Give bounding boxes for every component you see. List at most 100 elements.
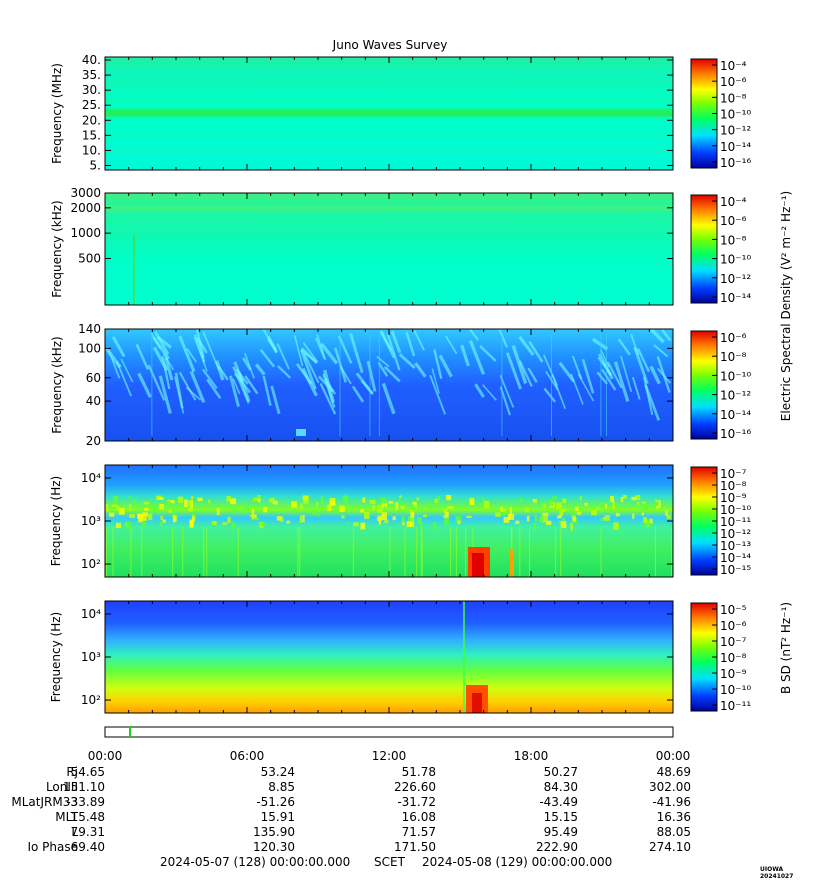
time-tick-label: 00:00 [656, 749, 691, 763]
y-tick-label: 3000 [70, 186, 101, 200]
colorbar-1: 10⁻⁴ 10⁻⁶ 10⁻⁸ 10⁻¹⁰ 10⁻¹² 10⁻¹⁴ 10⁻¹⁶ [690, 58, 751, 170]
magnetic-colorbar-title: B SD (nT² Hz⁻¹) [779, 602, 793, 694]
colorbar-tick-label: 10⁻¹³ [720, 539, 751, 553]
version-stamp: UIOWA 20241027 [760, 866, 794, 880]
ephemeris-value: 84.30 [544, 780, 578, 794]
ephemeris-value: 53.24 [261, 765, 295, 779]
colorbar-3: 10⁻⁶ 10⁻⁸ 10⁻¹⁰ 10⁻¹² 10⁻¹⁴ 10⁻¹⁶ [690, 330, 751, 441]
ephemeris-value: 51.78 [402, 765, 436, 779]
colorbar-tick-label: 10⁻⁶ [720, 619, 747, 633]
y-tick-label: 60 [86, 371, 101, 385]
y-tick-label: 10³ [81, 514, 101, 528]
spectrogram-panels: 40.35.30.25.20.15.10.5. Frequency (MHz) 30… [49, 53, 674, 714]
spectrogram-image [105, 57, 673, 170]
colorbar-tick-label: 10⁻⁴ [720, 59, 747, 73]
colorbar-tick-label: 10⁻⁶ [720, 331, 747, 345]
ephemeris-value: 302.00 [649, 780, 691, 794]
ephemeris-value: 135.90 [253, 825, 295, 839]
ephemeris-label: LonIII [46, 780, 78, 794]
ephemeris-label: Rj [66, 765, 78, 779]
spectrogram-panel-3: 140 100 60 40 20 Frequency (kHz) [50, 322, 674, 448]
colorbar-tick-label: 10⁻¹² [720, 272, 751, 286]
colorbar-tick-label: 10⁻¹⁶ [720, 427, 751, 441]
time-tick-label: 06:00 [230, 749, 265, 763]
y-tick-label: 1000 [70, 226, 101, 240]
y-axis-label: Frequency (kHz) [50, 200, 64, 297]
ephemeris-value: -43.49 [539, 795, 578, 809]
ephemeris-value: 79.31 [71, 825, 105, 839]
time-tick-label: 12:00 [372, 749, 407, 763]
y-tick-label: 40 [86, 394, 101, 408]
y-tick-label: 35. [82, 68, 101, 82]
time-tick-label: 18:00 [514, 749, 549, 763]
ephemeris-value: 88.05 [657, 825, 691, 839]
ephemeris-value: 151.10 [63, 780, 105, 794]
colorbar-tick-label: 10⁻⁴ [720, 195, 747, 209]
y-tick-label: 500 [78, 251, 101, 265]
ephemeris-value: -31.72 [397, 795, 436, 809]
colorbar-tick-label: 10⁻⁸ [720, 479, 747, 493]
colorbar-tick-label: 10⁻⁸ [720, 651, 747, 665]
colorbar-tick-label: 10⁻¹⁰ [720, 369, 751, 383]
footer-start: 2024-05-07 (128) 00:00:00.000 [160, 855, 351, 869]
colorbar-tick-label: 10⁻¹⁴ [720, 408, 751, 422]
colorbar-4: 10⁻⁷10⁻⁸10⁻⁹10⁻¹⁰10⁻¹¹10⁻¹²10⁻¹³10⁻¹⁴10⁻… [690, 466, 751, 577]
y-tick-label: 10² [81, 693, 101, 707]
ephemeris-value: -51.26 [256, 795, 295, 809]
ephemeris-value: 16.08 [402, 810, 436, 824]
orbit-position-strip [104, 726, 674, 738]
ephemeris-label: L [71, 825, 78, 839]
colorbar-tick-label: 10⁻¹² [720, 124, 751, 138]
spectrogram-panel-5: 10⁴ 10³ 10² Frequency (Hz) [49, 600, 674, 714]
ephemeris-value: 15.48 [71, 810, 105, 824]
spectral-features [105, 65, 673, 152]
y-axis-label: Frequency (MHz) [50, 63, 64, 164]
colorbar-tick-label: 10⁻⁶ [720, 214, 747, 228]
y-axis-label: Frequency (kHz) [50, 336, 64, 433]
ephemeris-value: 120.30 [253, 840, 295, 854]
ephemeris-value: 8.85 [268, 780, 295, 794]
spectrogram-panel-1: 40.35.30.25.20.15.10.5. Frequency (MHz) [50, 53, 674, 172]
colorbars: 10⁻⁴ 10⁻⁶ 10⁻⁸ 10⁻¹⁰ 10⁻¹² 10⁻¹⁴ 10⁻¹⁶ 10⁻⁴ 10⁻⁶… [690, 58, 751, 713]
spectral-features [104, 328, 672, 436]
footer-end: 2024-05-08 (129) 00:00:00.000 [422, 855, 613, 869]
y-tick-label: 25. [82, 98, 101, 112]
colorbar-tick-label: 10⁻⁵ [720, 603, 747, 617]
y-axis-label: Frequency (Hz) [49, 476, 63, 567]
y-tick-label: 20. [82, 113, 101, 127]
colorbar-tick-label: 10⁻¹² [720, 389, 751, 403]
ephemeris-value: 222.90 [536, 840, 578, 854]
y-tick-label: 10⁴ [81, 607, 101, 621]
ephemeris-label: MLT [55, 810, 78, 824]
colorbar-tick-label: 10⁻⁸ [720, 233, 747, 247]
colorbar-2: 10⁻⁴ 10⁻⁶ 10⁻⁸ 10⁻¹⁰ 10⁻¹² 10⁻¹⁴ [690, 194, 751, 305]
colorbar-tick-label: 10⁻¹⁰ [720, 253, 751, 267]
colorbar-tick-label: 10⁻⁷ [720, 467, 747, 481]
colorbar-5: 10⁻⁵ 10⁻⁶ 10⁻⁷ 10⁻⁸ 10⁻⁹ 10⁻¹⁰ 10⁻¹¹ [690, 602, 751, 713]
y-tick-label: 100 [78, 341, 101, 355]
footer-scet: SCET [374, 855, 405, 869]
colorbar-tick-label: 10⁻⁹ [720, 667, 747, 681]
colorbar-tick-label: 10⁻¹⁶ [720, 156, 751, 170]
ephemeris-value: 171.50 [394, 840, 436, 854]
y-tick-label: 140 [78, 322, 101, 336]
colorbar-tick-label: 10⁻⁶ [720, 75, 747, 89]
colorbar-tick-label: 10⁻¹¹ [720, 699, 751, 713]
spectral-features [463, 601, 488, 713]
y-tick-label: 10³ [81, 650, 101, 664]
ephemeris-value: 15.15 [544, 810, 578, 824]
y-axis: 140 100 60 40 20 [78, 322, 673, 448]
colorbar-tick-label: 10⁻⁷ [720, 635, 747, 649]
colorbar-tick-label: 10⁻¹⁰ [720, 683, 751, 697]
y-tick-label: 5. [90, 158, 101, 172]
ephemeris-value: 69.40 [71, 840, 105, 854]
colorbar-tick-label: 10⁻¹⁴ [720, 551, 751, 565]
colorbar-tick-label: 10⁻¹¹ [720, 515, 751, 529]
spectrogram-image [105, 465, 673, 577]
colorbar-tick-label: 10⁻⁸ [720, 350, 747, 364]
colorbar-tick-label: 10⁻¹⁴ [720, 291, 751, 305]
y-tick-label: 2000 [70, 201, 101, 215]
ephemeris-value: 50.27 [544, 765, 578, 779]
y-axis-label: Frequency (Hz) [49, 612, 63, 703]
